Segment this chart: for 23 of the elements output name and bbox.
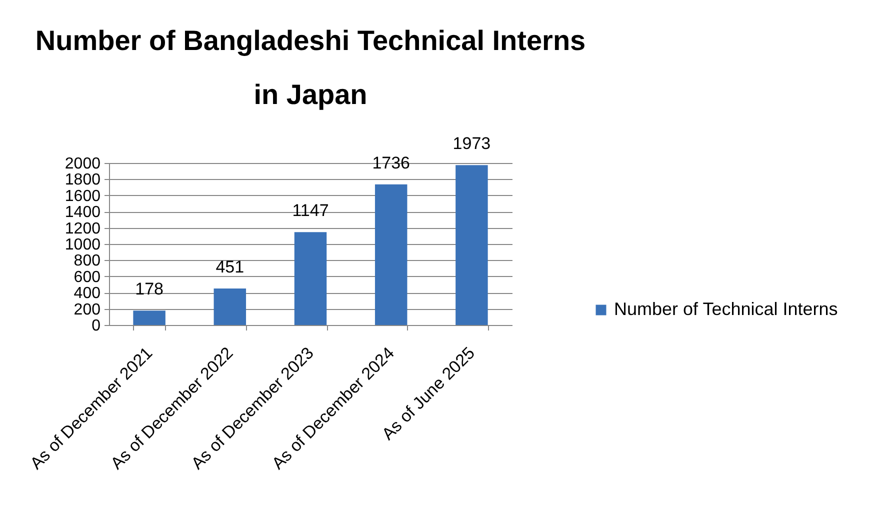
y-tick-label: 1600: [64, 188, 101, 205]
bar: [374, 184, 408, 325]
y-tick-label: 0: [92, 318, 101, 334]
y-tick-label: 1400: [64, 204, 101, 222]
y-tick-label: 200: [74, 301, 101, 318]
data-label: 1147: [292, 201, 329, 220]
y-tick-label: 800: [74, 252, 101, 270]
y-tick-label: 1200: [64, 220, 101, 238]
y-tick-label: 1800: [64, 172, 101, 189]
data-label: 178: [135, 280, 164, 299]
y-tick-label: 1000: [64, 236, 101, 254]
y-tick-label: 600: [74, 268, 101, 286]
data-label: 1736: [372, 153, 410, 172]
bar: [133, 310, 166, 325]
y-tick-label: 400: [74, 285, 101, 302]
bar: [294, 232, 327, 325]
data-label: 451: [216, 257, 244, 276]
bar: [214, 288, 246, 325]
y-tick-label: 2000: [64, 156, 101, 172]
legend-label: Number of Technical Interns: [614, 299, 838, 319]
chart-title: Number of Bangladeshi Technical Interns in Japan: [35, 25, 586, 110]
data-label: 1973: [452, 134, 491, 154]
bar: [456, 165, 488, 325]
